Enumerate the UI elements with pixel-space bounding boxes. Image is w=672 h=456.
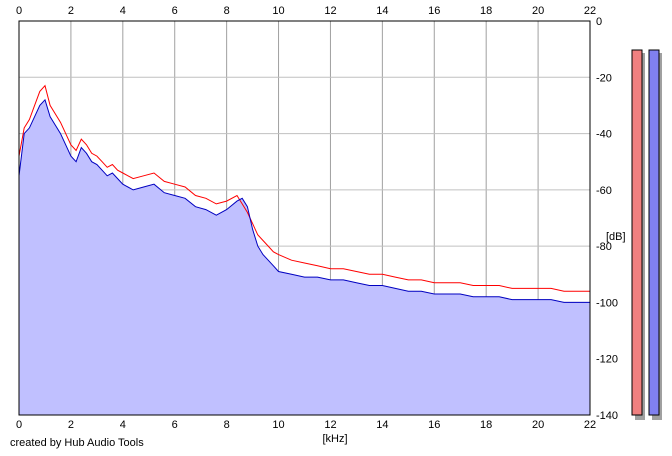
series-line-1: [18, 98, 590, 303]
x-tick-label-top-11: 22: [584, 5, 596, 17]
x-tick-label-bottom-11: 22: [584, 419, 596, 431]
y-tick-label-1: -20: [596, 72, 612, 84]
level-meter-1: [648, 49, 660, 416]
series-lines: [18, 84, 590, 303]
y-tick-labels: 0 -20 -40 -60 -80 -100 -120 -140: [596, 16, 618, 422]
x-tick-label-top-1: 2: [68, 5, 74, 17]
x-tick-label-top-4: 8: [224, 5, 230, 17]
y-tick-label-6: -120: [596, 354, 618, 366]
x-tick-label-top-2: 4: [120, 5, 126, 17]
y-tick-label-7: -140: [596, 410, 618, 422]
x-tick-label-top-0: 0: [16, 5, 22, 17]
x-tick-label-bottom-10: 20: [532, 419, 544, 431]
x-tick-labels-top: 0 2 4 6 8 10 12 14 16 18 20 22: [16, 5, 596, 17]
x-tick-label-bottom-6: 12: [324, 419, 336, 431]
x-tick-label-bottom-9: 18: [480, 419, 492, 431]
y-axis-label: [dB]: [606, 231, 626, 243]
x-axis-label: [kHz]: [322, 433, 347, 445]
level-meter-0: [631, 49, 643, 416]
x-tick-label-top-10: 20: [532, 5, 544, 17]
x-tick-label-bottom-0: 0: [16, 419, 22, 431]
x-tick-label-top-7: 14: [376, 5, 388, 17]
x-tick-labels-bottom: 0 2 4 6 8 10 12 14 16 18 20 22: [16, 419, 596, 431]
plot-border: [18, 20, 591, 416]
x-tick-label-bottom-3: 6: [172, 419, 178, 431]
x-tick-label-bottom-8: 16: [428, 419, 440, 431]
x-tick-label-top-8: 16: [428, 5, 440, 17]
x-tick-label-bottom-5: 10: [272, 419, 284, 431]
x-tick-label-top-3: 6: [172, 5, 178, 17]
x-tick-label-bottom-1: 2: [68, 419, 74, 431]
x-tick-label-bottom-4: 8: [224, 419, 230, 431]
level-meters: [631, 49, 662, 420]
x-tick-label-bottom-7: 14: [376, 419, 388, 431]
y-tick-label-5: -100: [596, 297, 618, 309]
y-tick-label-0: 0: [596, 16, 602, 28]
y-tick-label-4: -80: [596, 241, 612, 253]
x-tick-label-top-5: 10: [272, 5, 284, 17]
y-tick-label-2: -40: [596, 129, 612, 141]
x-tick-label-top-6: 12: [324, 5, 336, 17]
y-tick-label-3: -60: [596, 185, 612, 197]
x-tick-label-bottom-2: 4: [120, 419, 126, 431]
spectrum-fill-area: [19, 99, 590, 416]
footer-credit: created by Hub Audio Tools: [10, 437, 144, 449]
x-tick-label-top-9: 18: [480, 5, 492, 17]
